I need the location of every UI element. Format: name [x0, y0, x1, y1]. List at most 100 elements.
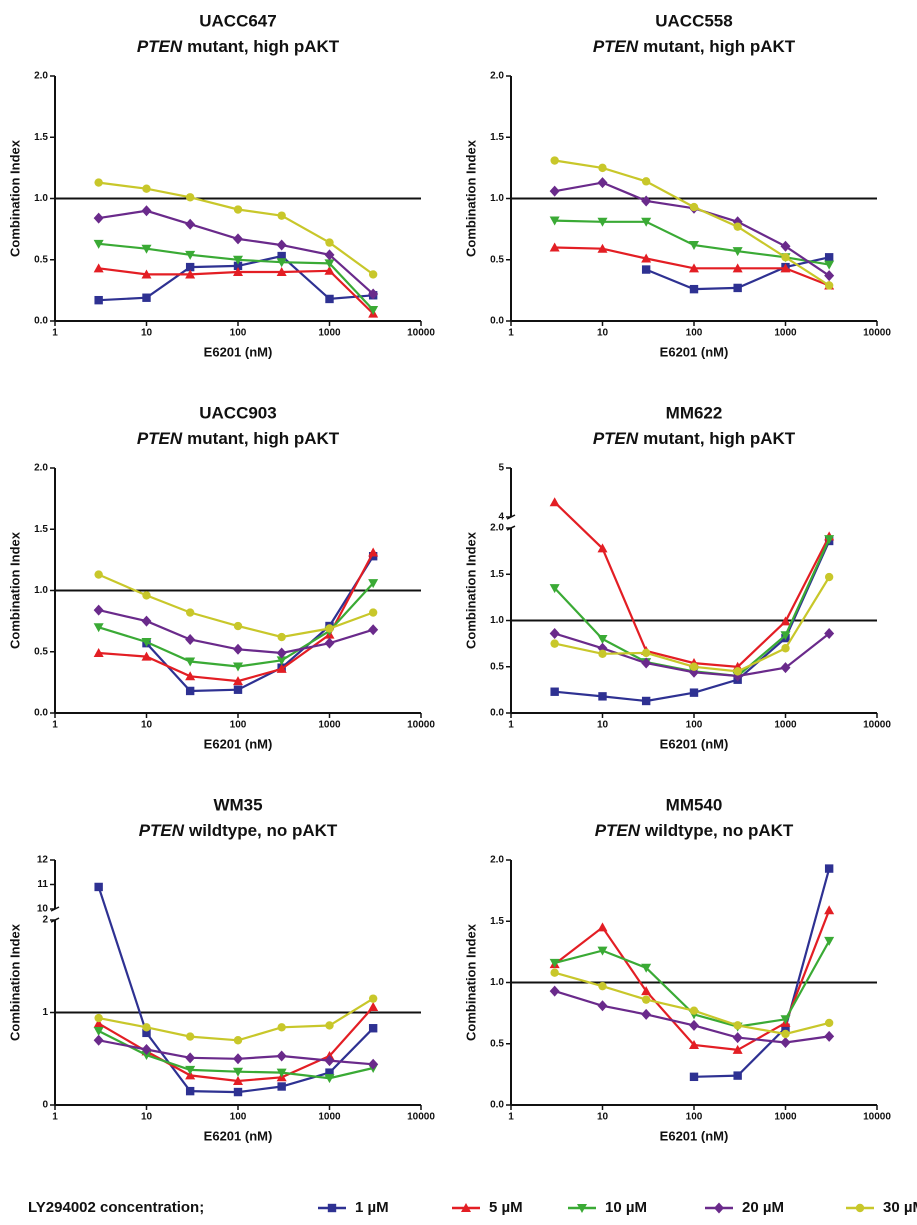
y-tick-label: 0.0	[490, 708, 504, 719]
y-tick-label: 2.0	[490, 71, 504, 82]
y-tick-label: 10	[37, 904, 49, 915]
marker	[689, 1006, 699, 1015]
x-tick-label: 1000	[318, 328, 341, 339]
subtitle-text: mutant, high pAKT	[187, 429, 340, 448]
y-axis-label: Combination Index	[7, 531, 22, 649]
x-tick-label: 1000	[318, 1112, 341, 1123]
subtitle-text: wildtype, no pAKT	[644, 821, 794, 840]
marker	[597, 217, 608, 227]
marker	[141, 244, 152, 254]
y-axis-label: Combination Index	[7, 139, 22, 257]
marker	[233, 1067, 243, 1077]
marker	[324, 265, 335, 275]
marker	[368, 305, 379, 315]
marker	[368, 624, 379, 636]
marker	[141, 1044, 152, 1056]
marker	[185, 262, 195, 272]
marker	[550, 156, 559, 165]
y-tick-label: 2.0	[34, 71, 48, 82]
marker	[185, 634, 196, 645]
y-tick-label: 0.5	[490, 1038, 504, 1049]
marker	[277, 1082, 286, 1091]
y-tick-label: 4	[498, 512, 504, 523]
marker	[597, 543, 608, 553]
marker	[780, 662, 791, 674]
marker	[142, 1023, 151, 1032]
marker	[233, 676, 243, 686]
marker	[780, 240, 791, 252]
marker	[597, 243, 608, 253]
marker	[185, 250, 196, 260]
marker	[142, 184, 151, 193]
marker	[733, 283, 742, 293]
marker	[185, 608, 195, 617]
x-tick-label: 100	[686, 720, 703, 731]
x-axis-label: E6201 (nM)	[204, 344, 273, 359]
x-tick-label: 1	[508, 720, 514, 731]
x-tick-label: 100	[686, 1112, 703, 1123]
marker	[641, 265, 651, 274]
series-line	[554, 181, 830, 277]
x-axis-label: E6201 (nM)	[660, 344, 729, 359]
marker	[780, 263, 791, 273]
marker	[597, 177, 608, 189]
subtitle-italic: PTEN	[137, 37, 183, 56]
marker	[824, 253, 834, 262]
marker	[733, 1071, 742, 1080]
marker	[689, 1072, 699, 1082]
marker	[93, 1027, 104, 1037]
marker	[185, 1086, 195, 1096]
x-tick-label: 100	[230, 1112, 247, 1123]
subtitle-italic: PTEN	[593, 429, 639, 448]
marker	[185, 269, 196, 279]
panel-subtitle: PTEN wildtype, no pAKT	[139, 821, 338, 840]
marker	[94, 570, 103, 579]
marker	[324, 249, 335, 261]
marker	[824, 1018, 834, 1028]
marker	[824, 936, 835, 946]
marker	[93, 1018, 104, 1028]
y-tick-label: 1.0	[490, 977, 504, 988]
legend-label: 10 µM	[605, 1199, 647, 1216]
marker	[597, 635, 608, 645]
marker	[368, 579, 379, 589]
x-tick-label: 1	[52, 720, 58, 731]
y-tick-label: 0	[42, 1100, 48, 1111]
legend-label: 30 µM	[883, 1199, 917, 1216]
marker	[233, 205, 243, 214]
marker	[597, 946, 608, 956]
marker	[93, 263, 104, 273]
series-line	[553, 538, 831, 678]
x-tick-label: 10	[597, 1112, 609, 1123]
marker	[549, 985, 560, 997]
y-tick-label: 2.0	[490, 855, 504, 866]
marker	[549, 216, 560, 226]
marker	[641, 177, 651, 186]
marker	[780, 631, 791, 641]
marker	[276, 239, 287, 251]
x-tick-label: 100	[686, 328, 703, 339]
marker	[141, 205, 152, 217]
y-tick-label: 5	[498, 463, 504, 474]
marker	[824, 535, 835, 545]
marker	[325, 1021, 334, 1030]
marker	[185, 193, 195, 202]
x-tick-label: 1	[508, 1112, 514, 1123]
y-tick-label: 2.0	[34, 463, 48, 474]
subtitle-text: mutant, high pAKT	[643, 429, 796, 448]
marker	[550, 968, 559, 977]
marker	[276, 647, 287, 659]
marker	[94, 882, 103, 892]
series-line	[145, 555, 375, 693]
marker	[598, 692, 607, 701]
x-tick-label: 10000	[407, 720, 435, 731]
x-tick-label: 10	[141, 720, 153, 731]
marker	[277, 632, 286, 642]
marker	[233, 255, 243, 265]
marker	[93, 604, 104, 616]
marker	[233, 685, 243, 694]
marker	[93, 647, 104, 657]
y-tick-label: 0.0	[490, 316, 504, 327]
panel-subtitle: PTEN wildtype, no pAKT	[595, 821, 794, 840]
